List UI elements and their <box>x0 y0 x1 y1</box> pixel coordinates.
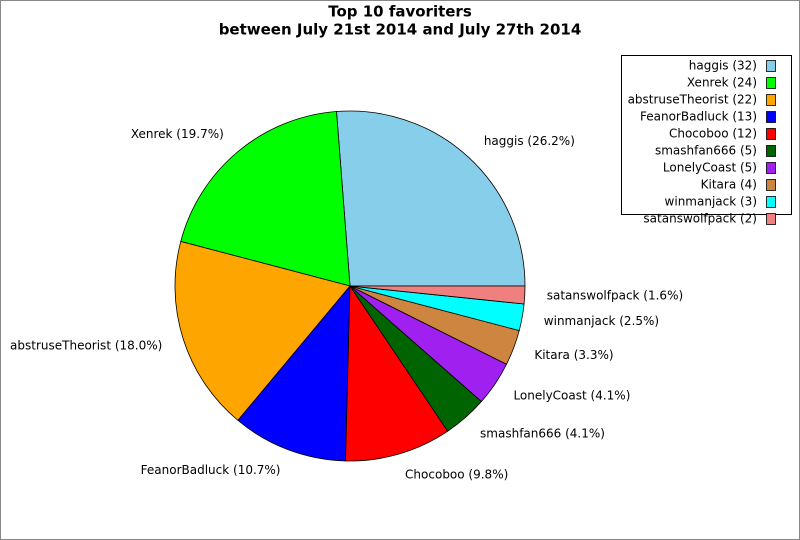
legend-swatch <box>766 145 776 157</box>
legend-box <box>621 55 792 215</box>
legend-swatch <box>766 196 776 208</box>
legend-label: abstruseTheorist (22) <box>628 93 757 107</box>
legend-swatch <box>766 111 776 123</box>
legend-label: haggis (32) <box>689 59 757 73</box>
legend-swatch <box>766 213 776 225</box>
legend-swatch <box>766 179 776 191</box>
legend-label: Xenrek (24) <box>687 76 757 90</box>
pie-slice <box>345 284 449 462</box>
legend-label: Chocoboo (12) <box>669 127 757 141</box>
legend-swatch <box>766 77 776 89</box>
slice-label: Kitara (3.3%) <box>534 348 613 362</box>
slice-label: LonelyCoast (4.1%) <box>513 388 630 402</box>
pie-slice <box>349 285 526 305</box>
legend-swatch <box>766 128 776 140</box>
slice-label: winmanjack (2.5%) <box>544 314 659 328</box>
slice-label: smashfan666 (4.1%) <box>480 426 605 440</box>
chart-subtitle: between July 21st 2014 and July 27th 201… <box>219 21 582 39</box>
legend-label: satanswolfpack (2) <box>643 212 757 226</box>
legend-label: smashfan666 (5) <box>655 144 757 158</box>
chart-title: Top 10 favoriters <box>328 3 472 21</box>
slice-label: abstruseTheorist (18.0%) <box>10 338 162 352</box>
slice-label: haggis (26.2%) <box>484 134 575 148</box>
legend-swatch <box>766 162 776 174</box>
legend-label: winmanjack (3) <box>665 195 757 209</box>
legend-label: LonelyCoast (5) <box>663 161 757 175</box>
pie-slice <box>237 284 351 462</box>
pie-slice <box>336 110 526 287</box>
slice-label: FeanorBadluck (10.7%) <box>141 463 281 477</box>
slice-label: Xenrek (19.7%) <box>131 127 224 141</box>
legend-label: Kitara (4) <box>701 178 757 192</box>
slice-label: Chocoboo (9.8%) <box>405 468 508 482</box>
slice-label: satanswolfpack (1.6%) <box>547 289 683 303</box>
pie-slice <box>180 111 351 287</box>
legend-swatch <box>766 60 776 72</box>
legend-label: FeanorBadluck (13) <box>640 110 757 124</box>
legend-swatch <box>766 94 776 106</box>
pie-slice <box>174 240 351 421</box>
